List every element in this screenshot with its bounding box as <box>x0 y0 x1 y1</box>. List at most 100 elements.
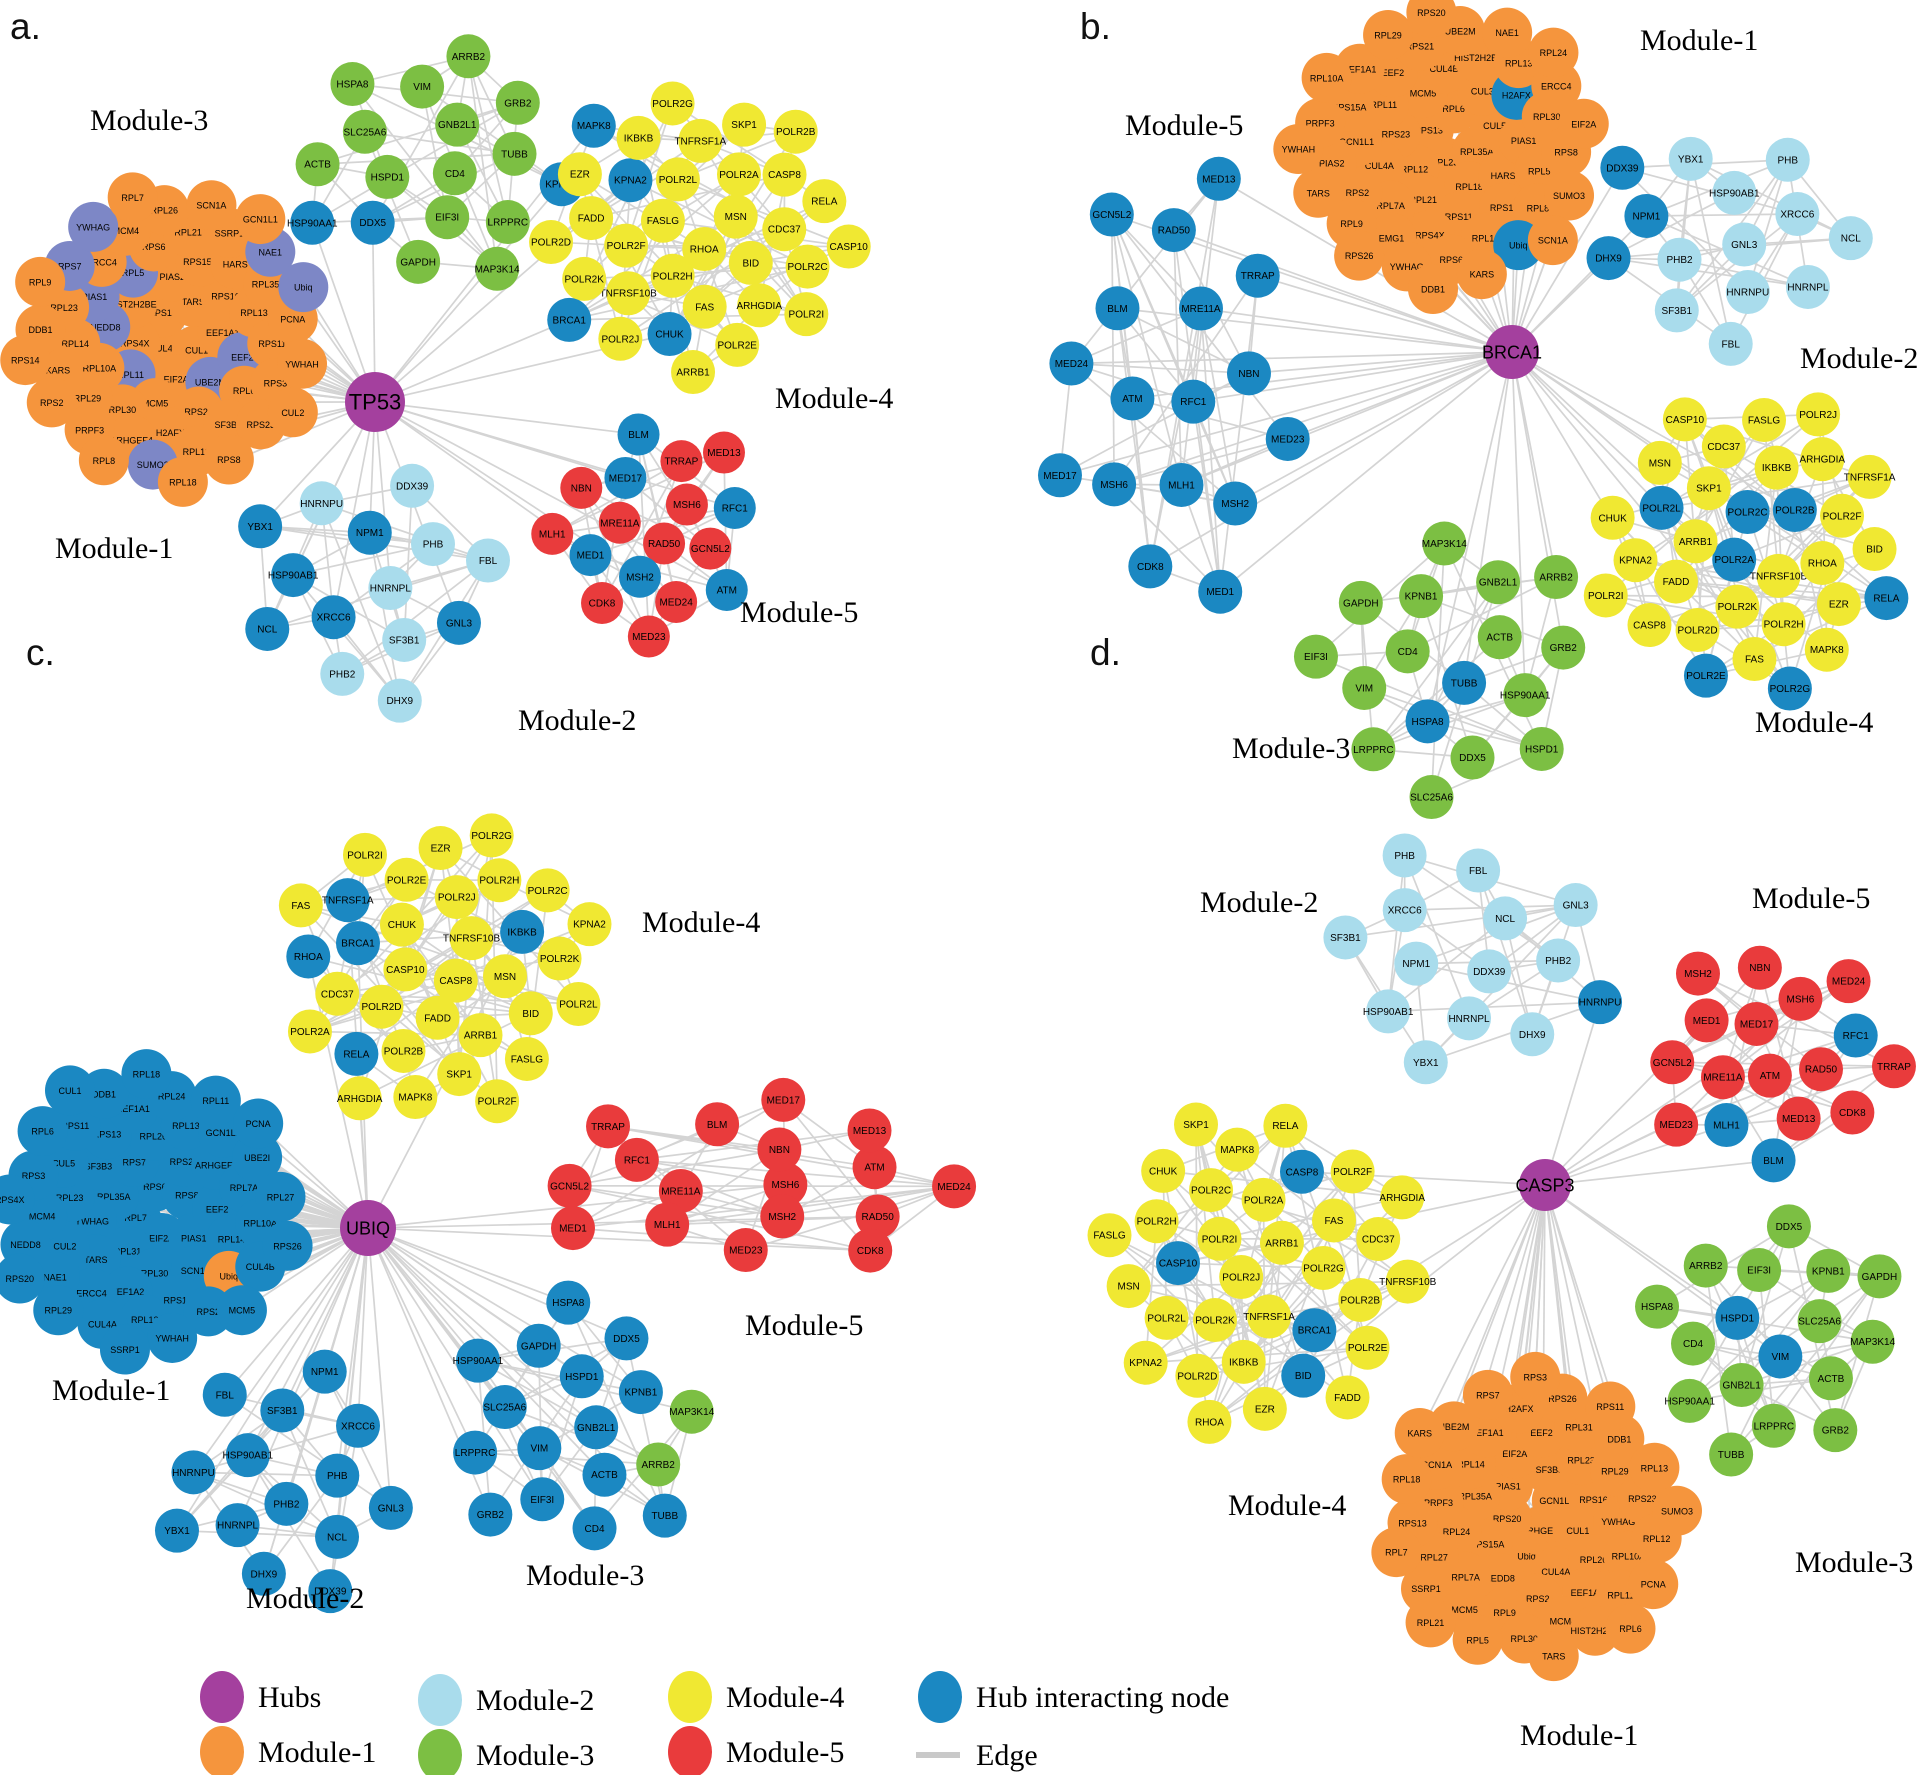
node-POLR2L[interactable]: POLR2L <box>655 157 700 202</box>
node-DDX5[interactable]: DDX5 <box>1766 1204 1811 1249</box>
node-DDX39[interactable]: DDX39 <box>390 463 435 508</box>
node-POLR2K[interactable]: POLR2K <box>562 256 607 301</box>
node-SLC25A6[interactable]: SLC25A6 <box>342 109 387 154</box>
node-RHOA[interactable]: RHOA <box>1187 1399 1232 1444</box>
node-RPS7[interactable]: RPS7 <box>1462 1369 1513 1420</box>
node-BLM[interactable]: BLM <box>1751 1138 1796 1183</box>
node-NAE1[interactable]: NAE1 <box>1482 7 1533 58</box>
node-MSH6[interactable]: MSH6 <box>1092 462 1137 507</box>
node-FADD[interactable]: FADD <box>1653 559 1698 604</box>
node-RPL6[interactable]: RPL6 <box>1605 1603 1656 1654</box>
node-RELA[interactable]: RELA <box>802 179 847 224</box>
node-RFC1[interactable]: RFC1 <box>713 486 756 529</box>
node-EZR[interactable]: EZR <box>1242 1386 1287 1431</box>
node-YWHAH[interactable]: YWHAH <box>277 338 328 389</box>
node-LRPPRC[interactable]: LRPPRC <box>453 1430 498 1475</box>
node-DHX9[interactable]: DHX9 <box>1586 236 1631 281</box>
node-YWHAH[interactable]: YWHAH <box>1273 124 1324 175</box>
node-CDC37[interactable]: CDC37 <box>1701 424 1746 469</box>
node-POLR2G[interactable]: POLR2G <box>1301 1246 1346 1291</box>
node-NCL[interactable]: NCL <box>1483 896 1528 941</box>
node-PHB[interactable]: PHB <box>1382 833 1427 878</box>
node-BID[interactable]: BID <box>1852 527 1897 572</box>
node-RPS3[interactable]: RPS3 <box>1510 1351 1561 1402</box>
node-MED17[interactable]: MED17 <box>604 456 647 499</box>
node-POLR2F[interactable]: POLR2F <box>1820 493 1865 538</box>
node-CASP8[interactable]: CASP8 <box>762 152 807 197</box>
node-NBN[interactable]: NBN <box>757 1127 802 1172</box>
node-HSPA8[interactable]: HSPA8 <box>546 1280 591 1325</box>
node-MSN[interactable]: MSN <box>1637 440 1682 485</box>
node-CUL2[interactable]: CUL2 <box>267 387 318 438</box>
node-RHOA[interactable]: RHOA <box>286 934 331 979</box>
node-CASP10[interactable]: CASP10 <box>826 224 871 269</box>
node-MED1[interactable]: MED1 <box>550 1206 595 1251</box>
node-TUBB[interactable]: TUBB <box>492 131 537 176</box>
node-SKP1[interactable]: SKP1 <box>1686 466 1731 511</box>
node-MSH2[interactable]: MSH2 <box>1213 481 1258 526</box>
node-POLR2A[interactable]: POLR2A <box>1712 537 1757 582</box>
hub-TP53[interactable]: TP53 <box>345 372 405 432</box>
node-RAD50[interactable]: RAD50 <box>1151 208 1196 253</box>
node-FAS[interactable]: FAS <box>1311 1198 1356 1243</box>
node-MSN[interactable]: MSN <box>713 194 758 239</box>
node-MSH6[interactable]: MSH6 <box>1778 976 1823 1021</box>
node-ARRB2[interactable]: ARRB2 <box>1534 555 1579 600</box>
node-RPL18[interactable]: RPL18 <box>121 1049 172 1100</box>
node-TRRAP[interactable]: TRRAP <box>1235 253 1280 298</box>
node-NBN[interactable]: NBN <box>1226 351 1271 396</box>
node-POLR2B[interactable]: POLR2B <box>1772 488 1817 533</box>
node-GAPDH[interactable]: GAPDH <box>516 1323 561 1368</box>
node-DHX9[interactable]: DHX9 <box>1510 1012 1555 1057</box>
node-MED24[interactable]: MED24 <box>655 581 698 624</box>
node-RPL21[interactable]: RPL21 <box>1405 1597 1456 1648</box>
node-KPNB1[interactable]: KPNB1 <box>1399 574 1444 619</box>
node-NCL[interactable]: NCL <box>315 1514 360 1559</box>
node-POLR2G[interactable]: POLR2G <box>650 81 695 126</box>
node-DDB1[interactable]: DDB1 <box>1408 263 1459 314</box>
node-POLR2L[interactable]: POLR2L <box>556 981 601 1026</box>
node-POLR2K[interactable]: POLR2K <box>1192 1298 1237 1343</box>
node-POLR2E[interactable]: POLR2E <box>1345 1325 1390 1370</box>
node-POLR2F[interactable]: POLR2F <box>1330 1149 1375 1194</box>
node-YBX1[interactable]: YBX1 <box>1403 1040 1448 1085</box>
node-CDK8[interactable]: CDK8 <box>1128 544 1173 589</box>
node-RPS26[interactable]: RPS26 <box>262 1220 313 1271</box>
node-NPM1[interactable]: NPM1 <box>1624 193 1669 238</box>
hub-UBIQ[interactable]: UBIQ <box>340 1200 396 1256</box>
node-FAS[interactable]: FAS <box>278 883 323 928</box>
node-POLR2B[interactable]: POLR2B <box>1338 1277 1383 1322</box>
node-EIF3I[interactable]: EIF3I <box>425 195 470 240</box>
node-ARRB1[interactable]: ARRB1 <box>671 350 716 395</box>
node-BRCA1[interactable]: BRCA1 <box>547 297 592 342</box>
node-RAD50[interactable]: RAD50 <box>1799 1047 1844 1092</box>
node-HSPD1[interactable]: HSPD1 <box>365 154 410 199</box>
node-POLR2G[interactable]: POLR2G <box>469 813 514 858</box>
node-MED17[interactable]: MED17 <box>761 1077 806 1122</box>
node-NBN[interactable]: NBN <box>1737 945 1782 990</box>
node-PHB2[interactable]: PHB2 <box>264 1481 309 1526</box>
node-POLR2C[interactable]: POLR2C <box>1725 489 1770 534</box>
node-DDX39[interactable]: DDX39 <box>1467 949 1512 994</box>
node-SLC25A6[interactable]: SLC25A6 <box>1409 775 1454 820</box>
node-HSPD1[interactable]: HSPD1 <box>559 1354 604 1399</box>
node-FADD[interactable]: FADD <box>569 196 614 241</box>
node-POLR2A[interactable]: POLR2A <box>287 1009 332 1054</box>
node-EIF3I[interactable]: EIF3I <box>1737 1248 1782 1293</box>
node-GRB2[interactable]: GRB2 <box>1813 1408 1858 1453</box>
node-SKP1[interactable]: SKP1 <box>1174 1102 1219 1147</box>
node-HSPA8[interactable]: HSPA8 <box>1635 1284 1680 1329</box>
node-MED1[interactable]: MED1 <box>1684 998 1729 1043</box>
node-MED17[interactable]: MED17 <box>1037 453 1082 498</box>
node-BID[interactable]: BID <box>508 991 553 1036</box>
node-MSN[interactable]: MSN <box>1106 1264 1151 1309</box>
node-RPS11[interactable]: RPS11 <box>1585 1381 1636 1432</box>
node-GCN5L2[interactable]: GCN5L2 <box>1089 192 1134 237</box>
node-TUBB[interactable]: TUBB <box>1442 660 1487 705</box>
node-ARHGDIA[interactable]: ARHGDIA <box>1800 437 1846 482</box>
node-FADD[interactable]: FADD <box>415 995 460 1040</box>
node-CASP8[interactable]: CASP8 <box>1279 1149 1324 1194</box>
node-MED24[interactable]: MED24 <box>932 1164 977 1209</box>
node-LRPPRC[interactable]: LRPPRC <box>485 200 530 245</box>
node-RPS14[interactable]: RPS14 <box>0 335 51 386</box>
